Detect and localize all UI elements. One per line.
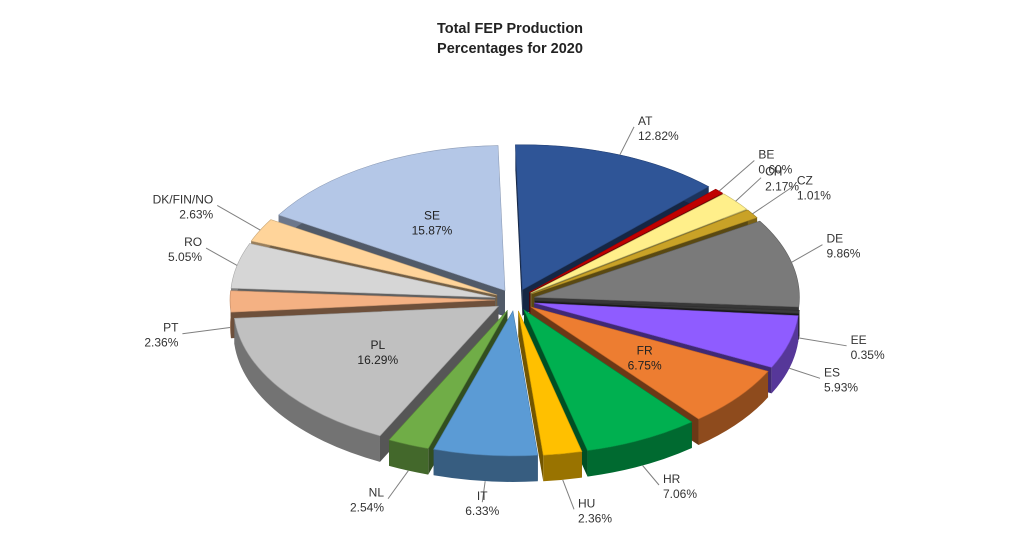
leader-at — [620, 127, 634, 155]
label-cz: CZ — [797, 174, 813, 188]
label-at: AT — [638, 114, 653, 128]
label-de-value: 9.86% — [826, 247, 860, 261]
pie-chart-canvas: Total FEP Production Percentages for 202… — [0, 0, 1024, 536]
label-pt: PT — [163, 321, 179, 335]
label-ee: EE — [851, 333, 867, 347]
label-pl: PL — [370, 338, 385, 352]
label-pl-value: 16.29% — [357, 353, 398, 367]
label-fr-value: 6.75% — [628, 359, 662, 373]
label-hr: HR — [663, 472, 681, 486]
label-ee-value: 0.35% — [851, 348, 885, 362]
leader-dk-fin-no — [217, 205, 260, 230]
label-ro-value: 5.05% — [168, 250, 202, 264]
label-dk-fin-no-value: 2.63% — [179, 207, 213, 221]
chart-title: Total FEP Production — [437, 21, 583, 37]
slice-hu-side — [543, 452, 582, 482]
label-se: SE — [424, 208, 440, 222]
leader-ch — [736, 178, 761, 202]
pie-chart: Total FEP Production Percentages for 202… — [0, 0, 1024, 536]
slices-layer — [230, 145, 799, 482]
label-ch: CH — [765, 165, 782, 179]
label-es-value: 5.93% — [824, 380, 858, 394]
leader-pt — [182, 327, 230, 333]
label-fr: FR — [637, 344, 653, 358]
label-es: ES — [824, 365, 840, 379]
label-hu-value: 2.36% — [578, 511, 612, 525]
label-hr-value: 7.06% — [663, 487, 697, 501]
label-it-value: 6.33% — [465, 504, 499, 518]
leader-hr — [643, 465, 659, 485]
label-se-value: 15.87% — [412, 223, 453, 237]
label-cz-value: 1.01% — [797, 189, 831, 203]
label-ro: RO — [184, 235, 202, 249]
label-ch-value: 2.17% — [765, 180, 799, 194]
leader-de — [792, 245, 823, 263]
label-nl-value: 2.54% — [350, 501, 384, 515]
leader-ro — [206, 248, 237, 265]
label-at-value: 12.82% — [638, 129, 679, 143]
label-nl: NL — [369, 486, 385, 500]
chart-subtitle: Percentages for 2020 — [437, 41, 583, 57]
leader-hu — [563, 480, 574, 509]
label-be: BE — [758, 148, 774, 162]
label-de: DE — [826, 232, 843, 246]
label-hu: HU — [578, 496, 595, 510]
leader-be — [719, 161, 754, 192]
leader-nl — [388, 471, 408, 499]
label-dk-fin-no: DK/FIN/NO — [153, 192, 214, 206]
leader-ee — [799, 338, 846, 346]
label-pt-value: 2.36% — [144, 336, 178, 350]
leader-es — [789, 368, 820, 378]
label-it: IT — [477, 489, 488, 503]
